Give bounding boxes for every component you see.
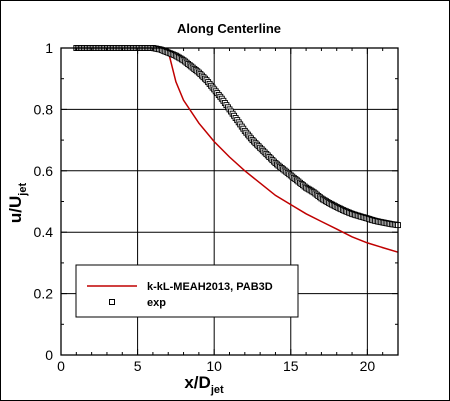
legend-box bbox=[75, 264, 299, 318]
x-axis-label: x/Djet bbox=[184, 373, 224, 396]
y-tick-label: 0.8 bbox=[34, 101, 54, 117]
chart-title: Along Centerline bbox=[177, 21, 281, 36]
x-axis-label-main: x/D bbox=[184, 373, 210, 392]
ticks: 0 5 10 15 20 0 0.2 0.4 0.6 0.8 1 bbox=[34, 40, 398, 374]
y-tick-label: 0.6 bbox=[34, 163, 54, 179]
y-tick-label: 0 bbox=[45, 347, 53, 363]
y-axis-label-sub: jet bbox=[17, 183, 29, 197]
legend-marker-swatch bbox=[109, 299, 115, 305]
x-tick-label: 0 bbox=[57, 358, 65, 374]
y-tick-label: 0.4 bbox=[34, 224, 54, 240]
y-axis-label-main: u/U bbox=[6, 196, 25, 223]
x-tick-label: 5 bbox=[134, 358, 142, 374]
legend-label-model: k-kL-MEAH2013, PAB3D bbox=[147, 281, 273, 293]
y-axis-label: u/Ujet bbox=[6, 183, 29, 224]
y-tick-label: 0.2 bbox=[34, 286, 54, 302]
x-tick-label: 20 bbox=[360, 358, 376, 374]
legend: k-kL-MEAH2013, PAB3D exp bbox=[75, 264, 299, 318]
x-tick-label: 10 bbox=[206, 358, 222, 374]
y-tick-label: 1 bbox=[45, 40, 53, 56]
x-axis-label-sub: jet bbox=[210, 384, 224, 396]
legend-label-exp: exp bbox=[147, 297, 166, 309]
x-tick-label: 15 bbox=[283, 358, 299, 374]
